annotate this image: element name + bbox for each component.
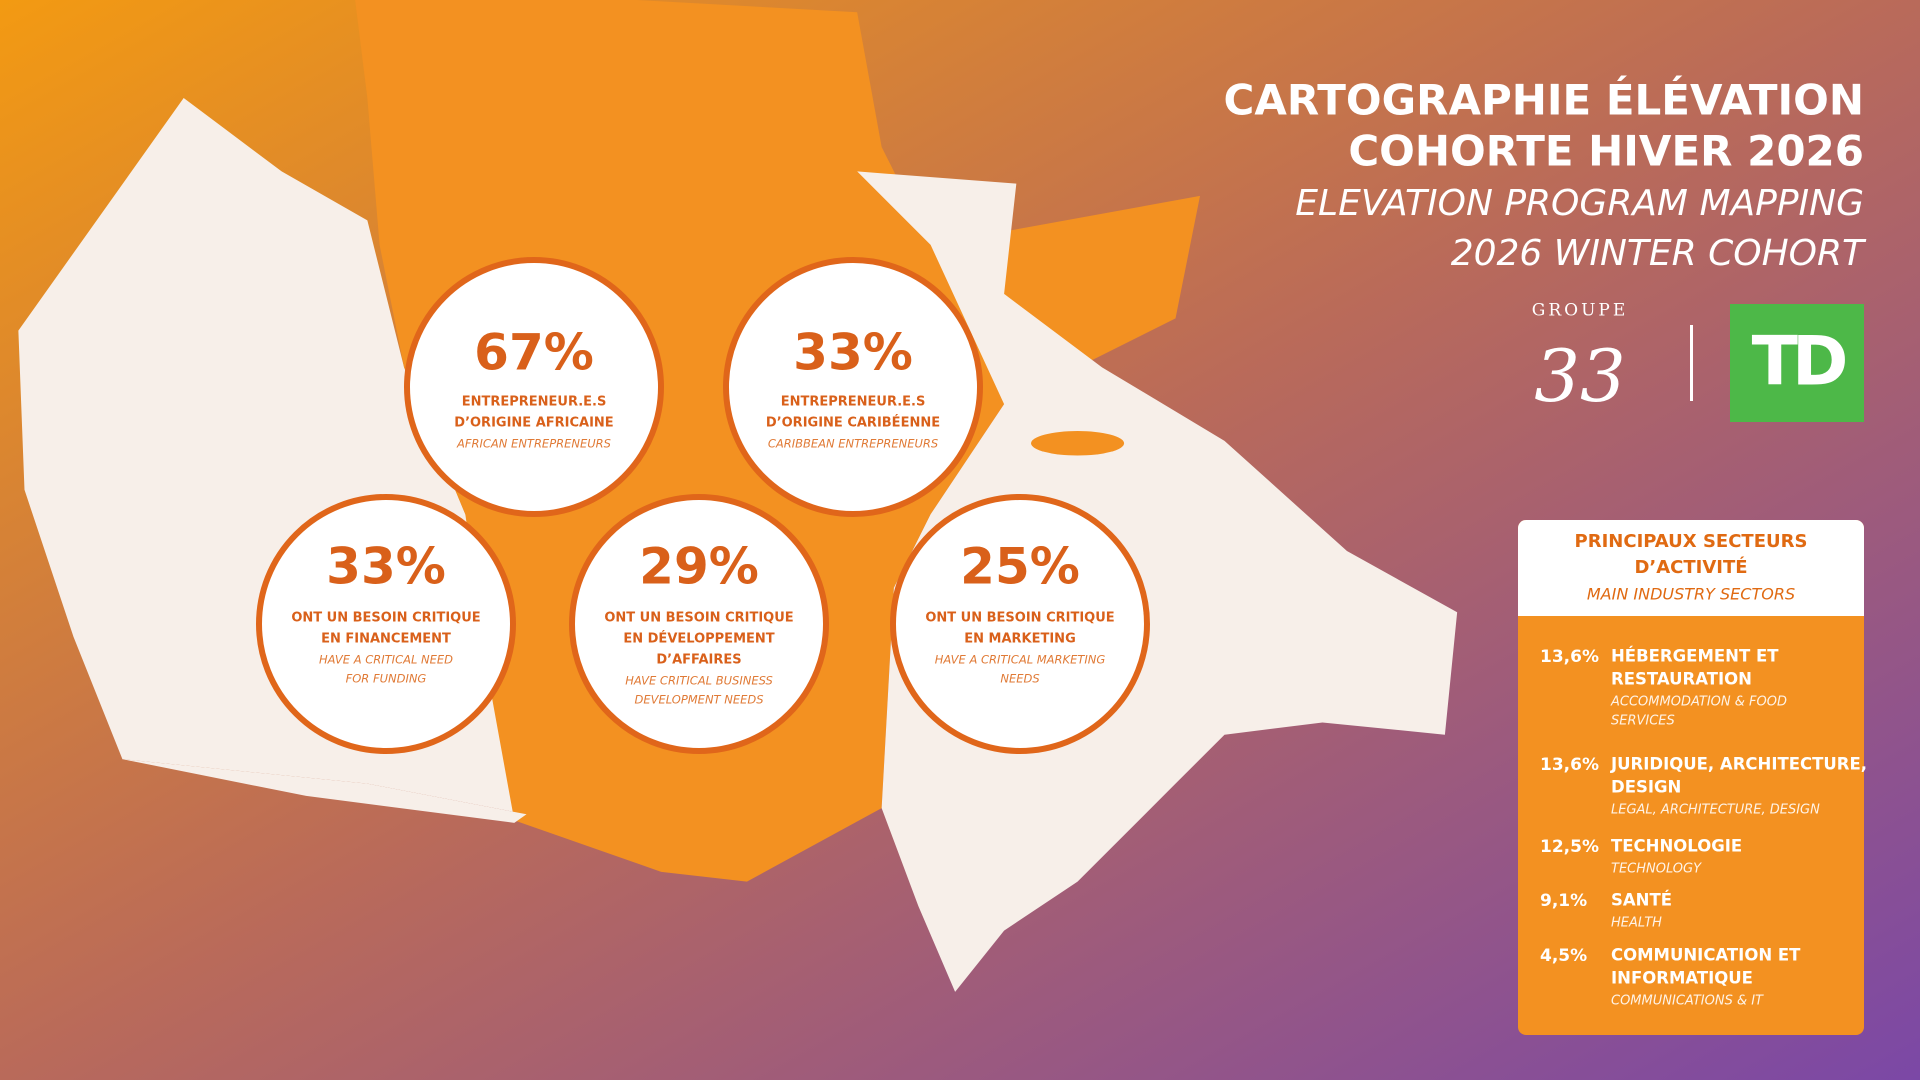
stat-label-fr: D’ORIGINE AFRICAINE	[454, 416, 613, 431]
stat-ring	[723, 257, 983, 517]
stat-label-en: HAVE A CRITICAL MARKETING	[935, 653, 1106, 667]
sector-name-fr: TECHNOLOGIE	[1611, 837, 1742, 856]
map-south-arc	[122, 759, 527, 823]
stat-label-fr: ONT UN BESOIN CRITIQUE	[604, 611, 793, 626]
stat-label-fr: EN FINANCEMENT	[321, 632, 451, 647]
title-fr: COHORTE HIVER 2026	[1348, 127, 1864, 176]
stat-ring	[404, 257, 664, 517]
groupe-logo-text: GROUPE	[1532, 301, 1629, 321]
sector-name-en: TECHNOLOGY	[1611, 862, 1702, 877]
groupe-logo-number: 33	[1534, 334, 1626, 418]
stat-circle: 33% ONT UN BESOIN CRITIQUE EN FINANCEMENT H…	[256, 494, 516, 754]
stat-ring	[569, 494, 829, 754]
stat-ring	[256, 494, 516, 754]
stat-circle: 25% ONT UN BESOIN CRITIQUE EN MARKETING HAV…	[890, 494, 1150, 754]
sectors-title: PRINCIPAUX SECTEURS	[1575, 531, 1808, 552]
title-en: 2026 WINTER COHORT	[1451, 233, 1867, 274]
stat-circle: 67% ENTREPRENEUR.E.S D’ORIGINE AFRICAINE AF…	[404, 257, 664, 517]
stat-value: 33%	[793, 324, 913, 382]
stat-value: 33%	[326, 538, 446, 596]
logos: GROUPE 33 TD	[1532, 301, 1864, 422]
sector-name-en: LEGAL, ARCHITECTURE, DESIGN	[1611, 803, 1820, 818]
sector-name-en: COMMUNICATIONS & IT	[1611, 994, 1764, 1009]
stat-label-fr: ENTREPRENEUR.E.S	[462, 395, 607, 410]
sectors-subtitle: MAIN INDUSTRY SECTORS	[1587, 585, 1795, 604]
stat-label-fr: EN DÉVELOPPEMENT	[623, 631, 774, 647]
stat-value: 67%	[474, 324, 594, 382]
td-logo-box	[1730, 304, 1864, 422]
sector-name-fr: RESTAURATION	[1611, 670, 1752, 689]
map-east	[857, 171, 1458, 992]
sector-name-fr: SANTÉ	[1611, 891, 1672, 910]
sectors-panel: PRINCIPAUX SECTEURS D’ACTIVITÉ MAIN INDU…	[1518, 520, 1867, 1035]
logo-divider	[1690, 325, 1693, 401]
stat-label-fr: EN MARKETING	[964, 632, 1076, 647]
stat-ring	[890, 494, 1150, 754]
lake	[1031, 431, 1125, 456]
sector-name-en: ACCOMMODATION & FOOD	[1610, 695, 1787, 710]
stat-label-en: FOR FUNDING	[346, 672, 427, 686]
stat-label-en: CARIBBEAN ENTREPRENEURS	[768, 437, 938, 451]
sector-name-en: SERVICES	[1611, 714, 1675, 729]
stat-label-en: HAVE CRITICAL BUSINESS	[625, 674, 773, 688]
title-en: ELEVATION PROGRAM MAPPING	[1295, 183, 1864, 224]
stat-label-en: HAVE A CRITICAL NEED	[319, 653, 453, 667]
sector-rows: 13,6% HÉBERGEMENT ET RESTAURATION ACCOMMODA…	[1540, 647, 1867, 1009]
stat-label-en: AFRICAN ENTREPRENEURS	[456, 437, 611, 451]
sectors-title: D’ACTIVITÉ	[1634, 556, 1747, 578]
stat-label-en: DEVELOPMENT NEEDS	[634, 693, 763, 707]
sectors-body	[1518, 520, 1864, 1035]
stat-value: 29%	[639, 538, 759, 596]
sector-name-fr: INFORMATIQUE	[1611, 969, 1753, 988]
sectors-header	[1518, 520, 1864, 616]
sector-share: 4,5%	[1540, 946, 1587, 966]
stats: 67% ENTREPRENEUR.E.S D’ORIGINE AFRICAINE AF…	[256, 257, 1150, 754]
sector-share: 12,5%	[1540, 837, 1599, 857]
td-logo-text: TD	[1752, 323, 1845, 402]
title-block: CARTOGRAPHIE ÉLÉVATION COHORTE HIVER 202…	[1224, 75, 1868, 275]
stat-label-en: NEEDS	[1000, 672, 1039, 686]
stat-label-fr: D’AFFAIRES	[656, 653, 741, 668]
sector-name-fr: JURIDIQUE, ARCHITECTURE,	[1610, 755, 1867, 774]
stat-circle: 29% ONT UN BESOIN CRITIQUE EN DÉVELOPPEMEN…	[569, 494, 829, 754]
sector-share: 9,1%	[1540, 891, 1587, 911]
sector-name-fr: DESIGN	[1611, 778, 1681, 797]
title-fr: CARTOGRAPHIE ÉLÉVATION	[1224, 75, 1865, 125]
sector-name-fr: HÉBERGEMENT ET	[1611, 647, 1779, 666]
stat-label-fr: ENTREPRENEUR.E.S	[781, 395, 926, 410]
sector-share: 13,6%	[1540, 647, 1599, 667]
sector-name-fr: COMMUNICATION ET	[1611, 946, 1801, 965]
stat-label-fr: D’ORIGINE CARIBÉENNE	[766, 415, 940, 431]
sector-name-en: HEALTH	[1611, 916, 1662, 931]
sector-share: 13,6%	[1540, 755, 1599, 775]
stat-circle: 33% ENTREPRENEUR.E.S D’ORIGINE CARIBÉENNE C…	[723, 257, 983, 517]
stat-label-fr: ONT UN BESOIN CRITIQUE	[291, 611, 480, 626]
stat-label-fr: ONT UN BESOIN CRITIQUE	[925, 611, 1114, 626]
stat-value: 25%	[960, 538, 1080, 596]
